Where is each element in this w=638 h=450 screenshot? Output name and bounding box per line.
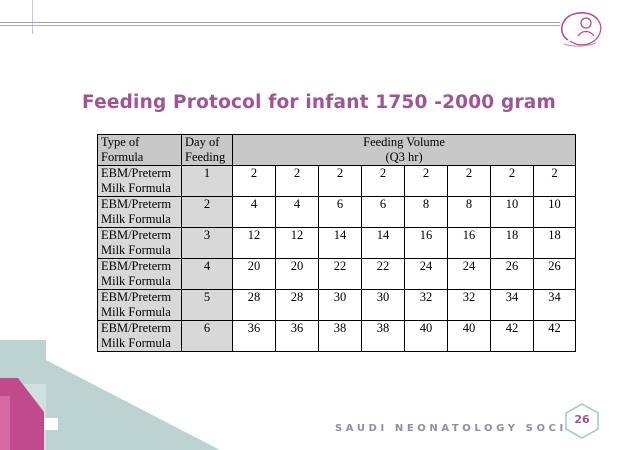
cell-feeding-volume: 2 <box>404 165 448 197</box>
cell-feeding-volume: 26 <box>532 258 577 290</box>
cell-text: EBM/Preterm <box>101 166 172 180</box>
cell-feeding-volume: 10 <box>490 196 534 228</box>
cell-feeding-volume: 20 <box>232 258 276 290</box>
cell-feeding-volume: 2 <box>361 165 405 197</box>
cell-text: EBM/Preterm <box>101 197 172 211</box>
cell-feeding-day: 4 <box>181 258 233 290</box>
cell-feeding-volume: 36 <box>232 320 276 352</box>
cell-feeding-volume: 6 <box>361 196 405 228</box>
society-logo-icon <box>561 12 602 47</box>
cell-formula-type: EBM/Preterm Milk Formula <box>97 165 182 197</box>
cell-feeding-volume: 16 <box>404 227 448 259</box>
cell-feeding-day: 3 <box>181 227 233 259</box>
header-text: Type of <box>101 135 140 149</box>
table-row: EBM/Preterm Milk Formula 5 28 28 30 30 32 32 34 34 <box>97 289 577 321</box>
cell-feeding-day: 1 <box>181 165 233 197</box>
cell-feeding-volume: 2 <box>447 165 491 197</box>
cell-feeding-volume: 24 <box>447 258 491 290</box>
cell-feeding-volume: 20 <box>275 258 319 290</box>
table-row: EBM/Preterm Milk Formula 3 12 12 14 14 16 16 18 18 <box>97 227 577 259</box>
cell-text: EBM/Preterm <box>101 290 172 304</box>
cell-feeding-volume: 18 <box>490 227 534 259</box>
table-header-row: Type of Formula Day of Feeding Feeding V… <box>97 134 577 166</box>
slide-title: Feeding Protocol for infant 1750 -2000 g… <box>82 92 556 113</box>
cell-feeding-volume: 14 <box>318 227 362 259</box>
cell-feeding-volume: 28 <box>275 289 319 321</box>
footer-society-name: SAUDI NEONATOLOGY SOCIETY <box>335 423 599 434</box>
header-text: Day of <box>185 135 220 149</box>
cell-formula-type: EBM/Preterm Milk Formula <box>97 289 182 321</box>
cell-feeding-volume: 36 <box>275 320 319 352</box>
cell-feeding-volume: 2 <box>232 165 276 197</box>
cell-feeding-volume: 12 <box>275 227 319 259</box>
cell-feeding-volume: 4 <box>232 196 276 228</box>
cell-formula-type: EBM/Preterm Milk Formula <box>97 258 182 290</box>
header-feeding-volume: Feeding Volume (Q3 hr) <box>231 134 577 166</box>
cell-text: Milk Formula <box>101 181 171 195</box>
cell-feeding-volume: 34 <box>490 289 534 321</box>
cell-feeding-volume: 22 <box>318 258 362 290</box>
table-row: EBM/Preterm Milk Formula 6 36 36 38 38 40 40 42 42 <box>97 320 577 352</box>
cell-feeding-volume: 2 <box>532 165 577 197</box>
cell-feeding-volume: 28 <box>232 289 276 321</box>
cell-feeding-volume: 32 <box>447 289 491 321</box>
cell-feeding-volume: 18 <box>532 227 577 259</box>
cell-feeding-volume: 10 <box>532 196 577 228</box>
cell-text: Milk Formula <box>101 305 171 319</box>
cell-feeding-volume: 26 <box>490 258 534 290</box>
cell-feeding-volume: 38 <box>361 320 405 352</box>
cell-formula-type: EBM/Preterm Milk Formula <box>97 320 182 352</box>
cell-feeding-volume: 4 <box>275 196 319 228</box>
page-badge-icon <box>565 403 599 439</box>
cell-feeding-day: 2 <box>181 196 233 228</box>
cell-text: EBM/Preterm <box>101 228 172 242</box>
page-number: 26 <box>574 413 590 426</box>
header-text: Feeding Volume <box>363 135 445 149</box>
corner-decoration <box>0 340 220 450</box>
top-horizontal-rule <box>0 22 560 23</box>
cell-text: EBM/Preterm <box>101 321 172 335</box>
header-text: Formula <box>101 150 144 164</box>
cell-feeding-volume: 40 <box>404 320 448 352</box>
cell-feeding-volume: 12 <box>232 227 276 259</box>
feeding-protocol-table: Type of Formula Day of Feeding Feeding V… <box>97 134 577 352</box>
header-text: Feeding <box>185 150 226 164</box>
cell-feeding-volume: 30 <box>361 289 405 321</box>
cell-feeding-volume: 6 <box>318 196 362 228</box>
cell-feeding-volume: 2 <box>490 165 534 197</box>
cell-feeding-volume: 8 <box>447 196 491 228</box>
cell-feeding-volume: 40 <box>447 320 491 352</box>
cell-text: EBM/Preterm <box>101 259 172 273</box>
top-accent-rule <box>0 25 560 26</box>
cell-text: Milk Formula <box>101 243 171 257</box>
header-day-of-feeding: Day of Feeding <box>181 134 233 166</box>
table-row: EBM/Preterm Milk Formula 2 4 4 6 6 8 8 10 10 <box>97 196 577 228</box>
cell-feeding-volume: 8 <box>404 196 448 228</box>
cell-feeding-volume: 30 <box>318 289 362 321</box>
cell-text: Milk Formula <box>101 336 171 350</box>
cell-feeding-volume: 32 <box>404 289 448 321</box>
cell-feeding-volume: 38 <box>318 320 362 352</box>
cell-text: Milk Formula <box>101 274 171 288</box>
cell-feeding-volume: 2 <box>318 165 362 197</box>
header-type-of-formula: Type of Formula <box>97 134 182 166</box>
cell-feeding-volume: 22 <box>361 258 405 290</box>
cell-feeding-volume: 16 <box>447 227 491 259</box>
cell-text: Milk Formula <box>101 212 171 226</box>
cell-formula-type: EBM/Preterm Milk Formula <box>97 196 182 228</box>
table-row: EBM/Preterm Milk Formula 4 20 20 22 22 24 24 26 26 <box>97 258 577 290</box>
cell-feeding-volume: 24 <box>404 258 448 290</box>
cell-feeding-volume: 2 <box>275 165 319 197</box>
cell-formula-type: EBM/Preterm Milk Formula <box>97 227 182 259</box>
cell-feeding-volume: 34 <box>532 289 577 321</box>
table-row: EBM/Preterm Milk Formula 1 2 2 2 2 2 2 2 2 <box>97 165 577 197</box>
header-text: (Q3 hr) <box>385 150 423 164</box>
cell-feeding-volume: 42 <box>490 320 534 352</box>
cell-feeding-volume: 42 <box>532 320 577 352</box>
cell-feeding-volume: 14 <box>361 227 405 259</box>
top-vertical-rule <box>32 0 33 34</box>
